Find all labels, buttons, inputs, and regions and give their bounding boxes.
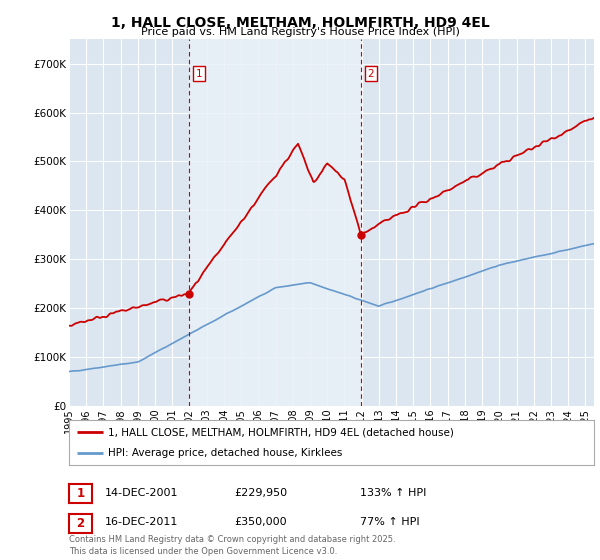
Text: 2: 2 (76, 516, 85, 530)
Text: 1: 1 (76, 487, 85, 501)
Text: 77% ↑ HPI: 77% ↑ HPI (360, 517, 419, 527)
Text: 14-DEC-2001: 14-DEC-2001 (105, 488, 179, 498)
Text: 133% ↑ HPI: 133% ↑ HPI (360, 488, 427, 498)
Bar (188, 39, 361, 406)
Text: Contains HM Land Registry data © Crown copyright and database right 2025.
This d: Contains HM Land Registry data © Crown c… (69, 535, 395, 556)
Text: 16-DEC-2011: 16-DEC-2011 (105, 517, 178, 527)
Text: £350,000: £350,000 (234, 517, 287, 527)
Text: 1, HALL CLOSE, MELTHAM, HOLMFIRTH, HD9 4EL (detached house): 1, HALL CLOSE, MELTHAM, HOLMFIRTH, HD9 4… (109, 427, 454, 437)
Text: £229,950: £229,950 (234, 488, 287, 498)
Text: 1: 1 (196, 68, 202, 78)
Text: Price paid vs. HM Land Registry's House Price Index (HPI): Price paid vs. HM Land Registry's House … (140, 27, 460, 37)
Text: HPI: Average price, detached house, Kirklees: HPI: Average price, detached house, Kirk… (109, 447, 343, 458)
Text: 1, HALL CLOSE, MELTHAM, HOLMFIRTH, HD9 4EL: 1, HALL CLOSE, MELTHAM, HOLMFIRTH, HD9 4… (110, 16, 490, 30)
Text: 2: 2 (368, 68, 374, 78)
